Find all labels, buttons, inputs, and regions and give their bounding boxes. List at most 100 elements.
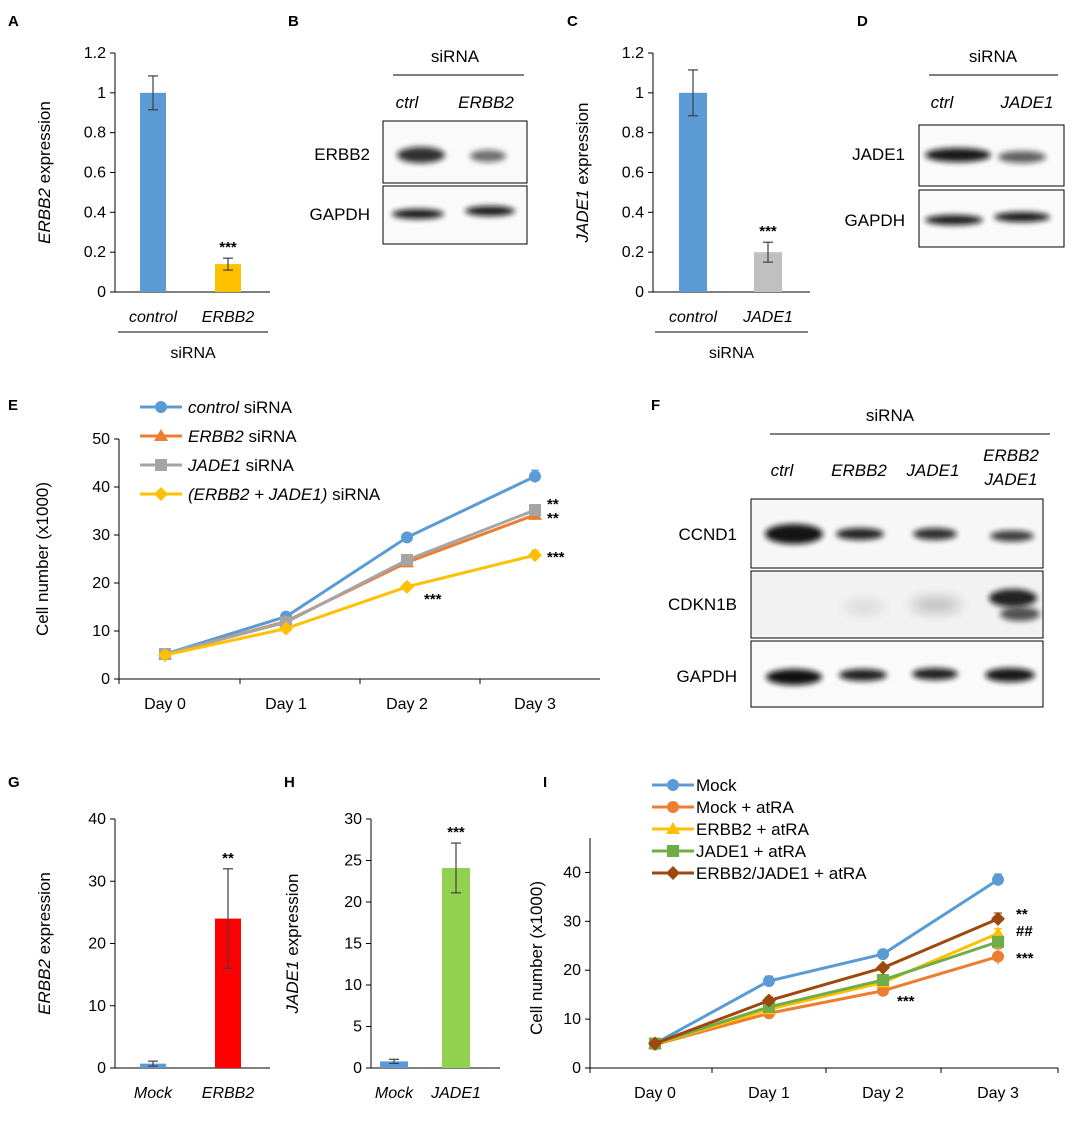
chart-h-ytick-label: 5 [353, 1019, 362, 1036]
chart-h-category-label: JADE1 [430, 1085, 481, 1102]
chart-h-ytick-label: 15 [344, 936, 362, 953]
blot-f-lane-label: JADE1 [906, 461, 960, 480]
blot-f-row-label: GAPDH [677, 667, 737, 686]
blot-d-header: siRNA [969, 47, 1018, 66]
panel-letter-h: H [284, 774, 295, 791]
chart-i-legend-marker [666, 822, 680, 834]
chart-i-point [763, 974, 775, 987]
blot-f-band [1000, 607, 1040, 621]
blot-f-band [836, 528, 884, 540]
chart-e-series-line [164, 553, 536, 657]
chart-h-significance: *** [447, 824, 465, 841]
chart-i-annotation: ** [1016, 906, 1028, 923]
blot-b-band [392, 209, 444, 219]
chart-e-series-line [164, 475, 536, 656]
chart-i-ytick-label: 40 [563, 864, 581, 881]
chart-i-legend-entry: JADE1 + atRA [696, 842, 807, 861]
chart-a-ytick-label: 0.2 [84, 244, 106, 261]
blot-f-band [765, 524, 823, 544]
chart-h-y-axis-label: JADE1 expression [283, 874, 302, 1015]
chart-a-ytick-label: 0 [97, 284, 106, 301]
blot-d-band [925, 215, 983, 225]
chart-h-ytick-label: 10 [344, 977, 362, 994]
chart-c-category-label: JADE1 [742, 309, 793, 326]
chart-i-ytick-label: 0 [572, 1060, 581, 1077]
chart-e-legend-marker [154, 429, 168, 441]
chart-e-point [279, 621, 293, 636]
chart-i-point [876, 960, 890, 975]
panel-letter-f: F [651, 397, 660, 414]
chart-e-xtick-label: Day 0 [144, 696, 186, 713]
blot-f-band [985, 668, 1035, 682]
chart-c-ytick-label: 0.6 [622, 165, 644, 182]
chart-i-point [877, 984, 889, 997]
chart-g-significance: ** [222, 850, 234, 867]
blot-f-band [912, 668, 958, 680]
chart-e-ytick-label: 10 [92, 623, 110, 640]
chart-a-category-label: ERBB2 [202, 309, 255, 326]
chart-h-ytick-label: 30 [344, 811, 362, 828]
chart-e-point [401, 531, 413, 544]
panel-letter-d: D [857, 13, 868, 30]
blot-f-header: siRNA [866, 406, 915, 425]
chart-e-legend-marker [154, 487, 168, 501]
chart-e-point [401, 553, 413, 566]
blot-d-row-label: JADE1 [852, 145, 905, 164]
chart-i-annotation: *** [897, 993, 915, 1010]
chart-g-y-axis-label: ERBB2 expression [35, 872, 54, 1015]
chart-g-ytick-label: 30 [88, 873, 106, 890]
chart-i-annotation: ## [1016, 923, 1033, 940]
chart-e-point [158, 648, 172, 662]
chart-e-ytick-label: 0 [101, 671, 110, 688]
panel-letter-e: E [8, 397, 18, 414]
chart-i-series-line [654, 917, 999, 1045]
chart-c-bar [679, 92, 707, 292]
chart-i-point [877, 948, 889, 961]
panel-letter-i: I [543, 774, 547, 791]
blot-b-band [397, 147, 445, 163]
chart-e-legend-entry: control siRNA [188, 398, 293, 417]
chart-i-legend-entry: Mock + atRA [696, 798, 794, 817]
chart-c-ytick-label: 0.2 [622, 244, 644, 261]
chart-i-ytick-label: 20 [563, 962, 581, 979]
chart-e-xtick-label: Day 2 [386, 696, 428, 713]
chart-e-ytick-label: 20 [92, 575, 110, 592]
chart-h-bar [442, 867, 470, 1068]
blot-f-band [839, 669, 887, 681]
chart-i-xtick-label: Day 3 [977, 1085, 1019, 1102]
blot-b-header: siRNA [431, 47, 480, 66]
blot-d-band [925, 148, 991, 162]
chart-e-legend-marker [155, 459, 167, 471]
chart-g-ytick-label: 10 [88, 998, 106, 1015]
chart-e-annotation: ** [547, 510, 559, 527]
chart-e-point [400, 579, 414, 594]
chart-i-ytick-label: 10 [563, 1011, 581, 1028]
chart-i-ytick-label: 30 [563, 913, 581, 930]
chart-i-xtick-label: Day 2 [862, 1085, 904, 1102]
chart-e-point [529, 504, 541, 517]
chart-i-y-axis-label: Cell number (x1000) [527, 881, 546, 1035]
blot-f-lane-label: ERBB2 [983, 446, 1039, 465]
chart-c-ytick-label: 0.8 [622, 125, 644, 142]
chart-i-series-line [654, 878, 999, 1045]
chart-i-point [992, 873, 1004, 886]
chart-c-significance: *** [759, 223, 777, 240]
blot-b-band [470, 150, 506, 162]
chart-e-point [529, 470, 541, 483]
chart-e-legend-entry: JADE1 siRNA [187, 456, 294, 475]
chart-e-ytick-label: 30 [92, 527, 110, 544]
chart-h-category-label: Mock [375, 1085, 414, 1102]
blot-d-band [994, 212, 1050, 222]
chart-a-ytick-label: 0.6 [84, 165, 106, 182]
chart-a-ytick-label: 1 [97, 85, 106, 102]
blot-f-band [911, 597, 961, 613]
chart-c-ytick-label: 0.4 [622, 204, 644, 221]
blot-f-membrane [750, 570, 1044, 639]
chart-h-bar [380, 1061, 408, 1068]
panel-letter-b: B [288, 13, 299, 30]
chart-i-legend-marker [666, 866, 680, 880]
chart-a-ytick-label: 1.2 [84, 45, 106, 62]
chart-i-legend-marker [667, 779, 679, 791]
chart-c-category-label: control [669, 309, 717, 326]
